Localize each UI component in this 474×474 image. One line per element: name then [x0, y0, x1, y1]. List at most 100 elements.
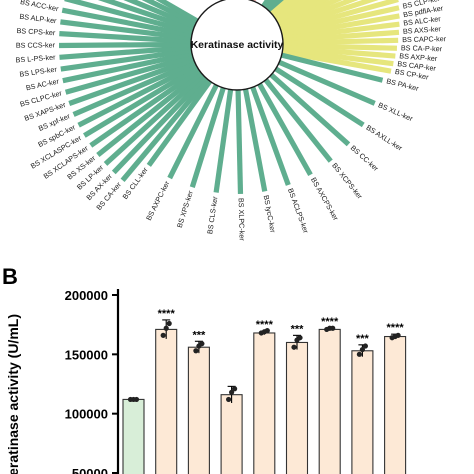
radial-bar: [103, 73, 205, 166]
y-tick-label: 150000: [65, 347, 108, 362]
bar: [122, 398, 145, 474]
keratinase-bar-chart: B Keratinase activity (U/mL) 200000 15000…: [2, 265, 407, 474]
radial-bar: [250, 86, 291, 186]
radial-category-label: BS AXP-ker: [399, 51, 438, 63]
data-point: [356, 351, 362, 357]
significance-label: ****: [321, 316, 339, 328]
bar: [318, 328, 341, 474]
radial-bar: [280, 0, 399, 35]
data-point: [291, 344, 297, 350]
radial-bar: [111, 75, 208, 175]
radial-bar: [59, 44, 192, 60]
data-point: [229, 389, 235, 395]
bar: [187, 346, 210, 474]
data-point: [297, 335, 303, 341]
data-point: [160, 332, 166, 338]
radial-bar: [278, 0, 359, 30]
y-axis-label: Keratinase activity (U/mL): [5, 314, 21, 474]
radial-bars: [58, 0, 400, 195]
radial-bar: [167, 83, 219, 180]
radial-bar: [62, 50, 193, 84]
radial-category-label: BS CLS-ker: [205, 195, 219, 234]
radial-category-label: BS CLP-ker: [402, 0, 442, 11]
radial-bar: [155, 0, 199, 24]
radial-category-label: BS XPS-ker: [175, 189, 195, 229]
bar: [285, 341, 309, 474]
radial-bar: [273, 0, 304, 20]
panel-label: B: [2, 265, 18, 289]
radial-category-label: BS CCS-ker: [16, 40, 56, 49]
radial-bar: [64, 0, 194, 35]
significance-label: ****: [158, 308, 176, 320]
bar: [155, 328, 178, 474]
radial-bar: [282, 47, 394, 67]
radial-category-label: BS AXS-ker: [403, 24, 442, 36]
data-point: [133, 396, 140, 403]
radial-bar: [235, 89, 244, 195]
significance-label: ***: [192, 329, 206, 341]
radial-bar: [96, 70, 203, 158]
data-point: [362, 343, 368, 349]
radial-bar: [281, 5, 400, 37]
significance-label: ***: [291, 323, 305, 335]
significance-label: ****: [256, 319, 274, 331]
radial-bar: [64, 53, 194, 95]
radial-bar: [263, 78, 333, 163]
data-point: [193, 348, 199, 354]
radial-bar: [68, 56, 195, 106]
radial-bar: [282, 42, 398, 51]
radial-bar: [58, 41, 192, 49]
radial-bar: [257, 82, 313, 177]
data-point: [199, 341, 205, 347]
radial-category-label: BS XCPS-ker: [330, 161, 365, 201]
radial-bar: [61, 7, 193, 38]
radial-category-label: BS ALP-ker: [19, 12, 58, 26]
significance-label: ****: [387, 322, 405, 334]
y-tick-label: 50000: [72, 466, 108, 474]
y-tick-label: 200000: [65, 288, 108, 303]
radial-chart-title: Keratinase activity: [191, 39, 284, 51]
radial-category-label: BS XLL-ker: [377, 100, 415, 123]
radial-bar: [278, 59, 376, 106]
data-point: [264, 328, 270, 334]
radial-bar: [141, 0, 197, 27]
data-point: [232, 386, 238, 392]
radial-bar: [282, 44, 396, 59]
radial-bar: [274, 66, 365, 128]
radial-category-label: BS CPS-ker: [16, 26, 56, 37]
radial-bar: [277, 0, 343, 28]
data-point: [163, 325, 169, 331]
data-point: [395, 332, 401, 338]
radial-bar: [59, 31, 192, 44]
radial-bar: [97, 0, 195, 32]
radial-bar: [274, 0, 312, 22]
radial-bar: [271, 0, 298, 18]
radial-category-label: BS XLPC-ker: [237, 198, 247, 242]
radial-bar: [213, 89, 234, 193]
radial-bar: [281, 49, 392, 74]
bar: [351, 350, 374, 474]
radial-category-label: BS CAPC-ker: [402, 34, 447, 44]
radial-bar: [275, 0, 320, 24]
radial-bar: [60, 19, 192, 41]
data-point: [330, 325, 336, 331]
radial-bar: [279, 0, 379, 33]
y-tick-label: 100000: [65, 407, 108, 422]
data-point: [226, 396, 232, 403]
data-point: [359, 346, 365, 353]
radial-bar: [83, 65, 199, 138]
radial-bar: [72, 59, 196, 117]
radial-category-label: BS CLL-ker: [121, 165, 150, 201]
radial-bar: [282, 29, 400, 44]
radial-bar: [282, 37, 399, 46]
radial-category-label: BS AXPC-ker: [144, 179, 172, 222]
radial-bar: [269, 72, 351, 147]
radial-bar: [123, 0, 196, 29]
radial-category-label: BS LPS-ker: [19, 65, 58, 79]
radial-bar: [281, 13, 400, 39]
bar: [220, 394, 243, 474]
radial-category-label: BS ACC-ker: [20, 0, 60, 13]
radial-category-label: BS L-PS-ker: [15, 52, 56, 64]
